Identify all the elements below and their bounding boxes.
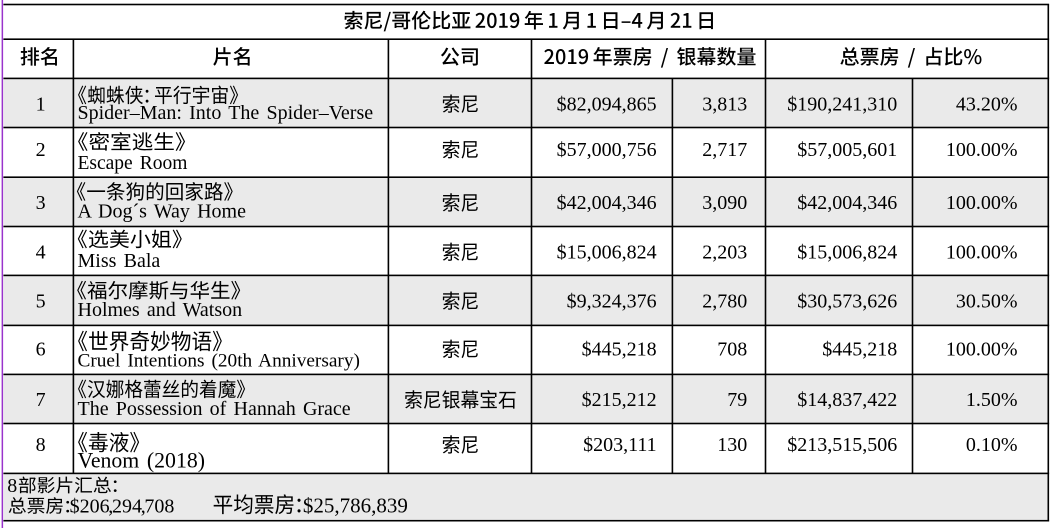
svg-text:100.00%: 100.00% [946,339,1018,361]
svg-text:7: 7 [36,389,46,411]
svg-text:$25,786,839: $25,786,839 [303,493,408,517]
svg-text:$213,515,506: $213,515,506 [787,434,897,456]
svg-text:130: 130 [717,434,747,456]
svg-text:1.50%: 1.50% [966,389,1018,411]
svg-text:$42,004,346: $42,004,346 [557,192,657,214]
svg-text:30.50%: 30.50% [956,290,1018,312]
svg-text:3,813: 3,813 [702,93,747,115]
svg-text:$42,004,346: $42,004,346 [797,192,897,214]
svg-text:6: 6 [36,339,46,361]
svg-text:100.00%: 100.00% [946,139,1018,161]
svg-text:8: 8 [7,475,17,497]
svg-text:2,203: 2,203 [702,242,747,264]
svg-text:$190,241,310: $190,241,310 [787,93,897,115]
svg-text:4: 4 [36,242,46,264]
svg-text:$445,218: $445,218 [582,339,657,361]
svg-text:$30,573,626: $30,573,626 [797,290,897,312]
svg-text:The Possession of Hannah Grace: The Possession of Hannah Grace [78,398,351,420]
svg-text:3: 3 [36,192,46,214]
svg-text:$206,294,708: $206,294,708 [70,495,175,517]
svg-text:2: 2 [36,139,46,161]
svg-text:$215,212: $215,212 [582,389,657,411]
svg-text:Spider–Man: Into The Spider–Ve: Spider–Man: Into The Spider–Verse [78,102,374,124]
svg-text:2,717: 2,717 [702,139,747,161]
svg-text:$9,324,376: $9,324,376 [567,290,657,312]
svg-text:100.00%: 100.00% [946,242,1018,264]
svg-text:2,780: 2,780 [702,290,747,312]
svg-text:100.00%: 100.00% [946,192,1018,214]
svg-text:Escape Room: Escape Room [78,153,188,174]
svg-text:0.10%: 0.10% [966,434,1018,456]
svg-text:$57,005,601: $57,005,601 [797,139,897,161]
svg-text:Cruel Intentions (20th Anniver: Cruel Intentions (20th Anniversary) [78,350,360,371]
svg-text:A Dog´s Way Home: A Dog´s Way Home [78,201,247,223]
svg-text:8: 8 [36,434,46,456]
svg-text:43.20%: 43.20% [956,93,1018,115]
svg-text:$14,837,422: $14,837,422 [797,389,897,411]
svg-text:Holmes and Watson: Holmes and Watson [78,299,243,321]
svg-text:$203,111: $203,111 [583,434,657,456]
svg-text:5: 5 [36,290,46,312]
svg-text:3,090: 3,090 [702,192,747,214]
svg-text:$15,006,824: $15,006,824 [557,242,657,264]
svg-text:Venom (2018): Venom (2018) [78,449,206,473]
svg-text:79: 79 [727,389,747,411]
svg-text:$57,000,756: $57,000,756 [557,139,657,161]
svg-text:$445,218: $445,218 [822,339,897,361]
svg-text:Miss Bala: Miss Bala [78,250,161,272]
svg-text:708: 708 [717,339,747,361]
svg-text:$15,006,824: $15,006,824 [797,242,897,264]
svg-text:$82,094,865: $82,094,865 [557,93,657,115]
svg-text:1: 1 [36,93,46,115]
